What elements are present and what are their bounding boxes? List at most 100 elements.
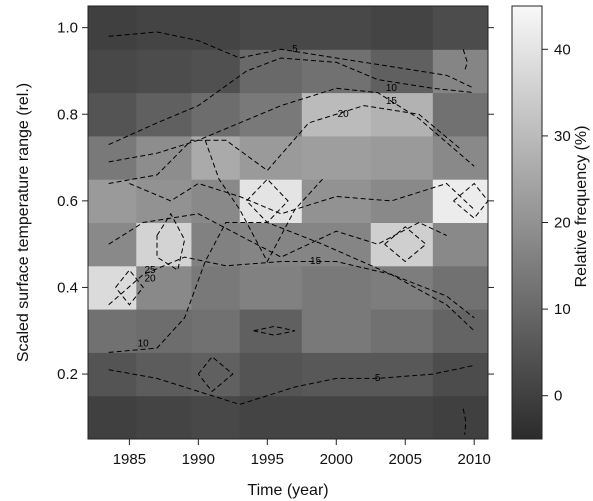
x-tick-label: 2000 xyxy=(320,451,353,468)
contour-line xyxy=(462,49,468,72)
heatmap-cell xyxy=(301,49,372,94)
y-axis-title: Scaled surface temperature range (rel.) xyxy=(15,83,32,362)
heatmap-cell xyxy=(88,49,137,94)
contour-line xyxy=(108,31,475,89)
heatmap-cell xyxy=(136,395,192,440)
heatmap-cell xyxy=(88,395,137,440)
heatmap-cell xyxy=(370,395,434,440)
heatmap-cell xyxy=(301,179,372,223)
heatmap-cell xyxy=(301,135,372,180)
heatmap-cell xyxy=(88,352,137,397)
heatmap-cells xyxy=(88,6,489,440)
contour-line xyxy=(108,222,475,353)
heatmap-cell xyxy=(239,179,303,223)
heatmap-cell xyxy=(301,265,372,310)
heatmap-cell xyxy=(191,395,241,440)
contour-line xyxy=(204,140,323,263)
heatmap-cell xyxy=(191,135,241,180)
heatmap-cell xyxy=(239,49,303,94)
colorbar-tick-label: 20 xyxy=(554,215,571,232)
contour-label: 15 xyxy=(310,256,322,267)
heatmap-cell xyxy=(88,265,137,310)
colorbar-tick-label: 0 xyxy=(554,388,562,405)
heatmap-cell xyxy=(301,309,372,353)
y-tick-label: 0.8 xyxy=(57,106,78,123)
heatmap-cell xyxy=(370,352,434,397)
heatmap-cell xyxy=(370,179,434,223)
y-tick-label: 0.6 xyxy=(57,193,78,210)
heatmap-cell xyxy=(191,309,241,353)
heatmap-cell xyxy=(88,309,137,353)
colorbar-tick-label: 10 xyxy=(554,301,571,318)
y-tick-label: 1.0 xyxy=(57,20,78,37)
contour-line xyxy=(108,256,475,319)
heatmap-cell xyxy=(370,309,434,353)
contour-label: 20 xyxy=(145,273,157,284)
heatmap-cell xyxy=(88,179,137,223)
heatmap-cell xyxy=(370,49,434,94)
colorbar-title: Relative frequency (%) xyxy=(573,126,590,288)
contour-label: 10 xyxy=(386,83,398,94)
heatmap-cell xyxy=(301,6,372,50)
heatmap-cell xyxy=(136,49,192,94)
heatmap-cell xyxy=(432,352,489,397)
x-tick-label: 1985 xyxy=(113,451,146,468)
heatmap-cell xyxy=(239,222,303,267)
heatmap-cell xyxy=(432,222,489,267)
contour-line xyxy=(462,408,467,435)
y-tick-label: 0.4 xyxy=(57,279,78,296)
heatmap-cell xyxy=(88,92,137,137)
colorbar xyxy=(511,5,543,440)
heatmap-cell xyxy=(136,135,192,180)
heatmap-cell xyxy=(239,6,303,50)
x-tick-label: 1995 xyxy=(251,451,284,468)
contour-line xyxy=(108,57,475,146)
heatmap-cell xyxy=(136,179,192,223)
x-tick-label: 2010 xyxy=(458,451,491,468)
contour-label: 25 xyxy=(145,265,157,276)
heatmap-cell xyxy=(432,135,489,180)
heatmap-cell xyxy=(301,395,372,440)
contour-line xyxy=(253,325,296,336)
contour-line xyxy=(108,364,475,405)
heatmap-cell xyxy=(191,222,241,267)
y-tick-label: 0.2 xyxy=(57,366,78,383)
heatmap-cell xyxy=(432,265,489,310)
heatmap-cell xyxy=(239,309,303,353)
heatmap-cell xyxy=(136,222,192,267)
heatmap-cell xyxy=(432,92,489,137)
contour-label: 15 xyxy=(386,96,398,107)
contour-line xyxy=(108,213,447,258)
heatmap-cell xyxy=(191,179,241,223)
heatmap-cell xyxy=(239,265,303,310)
contour-line xyxy=(197,355,234,393)
x-tick-label: 1990 xyxy=(182,451,215,468)
y-axis-ticks: 0.2 0.4 0.6 0.8 1.0 xyxy=(57,20,494,383)
heatmap-cell xyxy=(370,6,434,50)
contour-lines xyxy=(108,31,489,435)
x-axis-title: Time (year) xyxy=(247,482,328,499)
heatmap-cell xyxy=(136,92,192,137)
heatmap-cell xyxy=(370,135,434,180)
heatmap-cell xyxy=(370,92,434,137)
heatmap-cell xyxy=(88,6,137,50)
contour-line xyxy=(115,269,144,306)
heatmap-cell xyxy=(432,49,489,94)
heatmap-cell xyxy=(191,6,241,50)
heatmap-cell xyxy=(136,6,192,50)
heatmap-cell xyxy=(301,222,372,267)
heatmap-cell xyxy=(239,92,303,137)
plot-frame xyxy=(87,5,489,440)
colorbar-tick-label: 30 xyxy=(554,128,571,145)
contour-label: 10 xyxy=(138,338,150,349)
heatmap-cell xyxy=(88,222,137,267)
colorbar-tick-label: 40 xyxy=(554,41,571,58)
heatmap-cell xyxy=(432,6,489,50)
heatmap-cell xyxy=(432,309,489,353)
contour-line xyxy=(156,212,186,271)
heatmap-cell xyxy=(239,352,303,397)
heatmap-cell xyxy=(370,265,434,310)
